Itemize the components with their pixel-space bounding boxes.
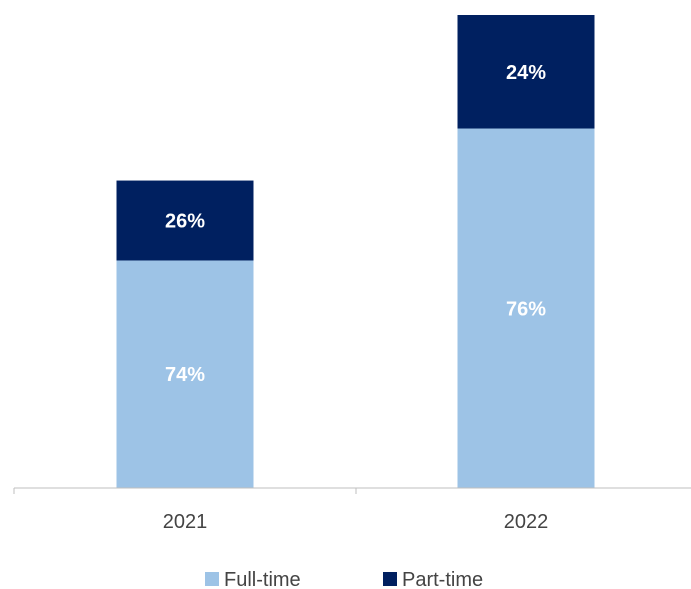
bars-group: 74% 26% 76% 24% bbox=[116, 15, 595, 488]
bar-part-time-2021 bbox=[116, 180, 254, 261]
data-label: 24% bbox=[506, 62, 546, 84]
category-labels: 2021 2022 bbox=[163, 511, 549, 533]
data-label: 74% bbox=[165, 364, 205, 386]
bar-full-time-2022 bbox=[457, 128, 595, 488]
x-axis bbox=[13, 487, 691, 494]
data-label: 26% bbox=[165, 211, 205, 233]
legend-label: Part-time bbox=[402, 569, 483, 589]
data-label: 76% bbox=[506, 298, 546, 320]
legend-label: Full-time bbox=[224, 569, 301, 589]
legend-swatch bbox=[205, 572, 219, 586]
bar-part-time-2022 bbox=[457, 15, 595, 129]
legend: Full-time Part-time bbox=[205, 569, 483, 589]
legend-swatch bbox=[383, 572, 397, 586]
x-tick-label: 2022 bbox=[504, 511, 549, 533]
bar-full-time-2021 bbox=[116, 260, 254, 488]
x-tick-label: 2021 bbox=[163, 511, 208, 533]
